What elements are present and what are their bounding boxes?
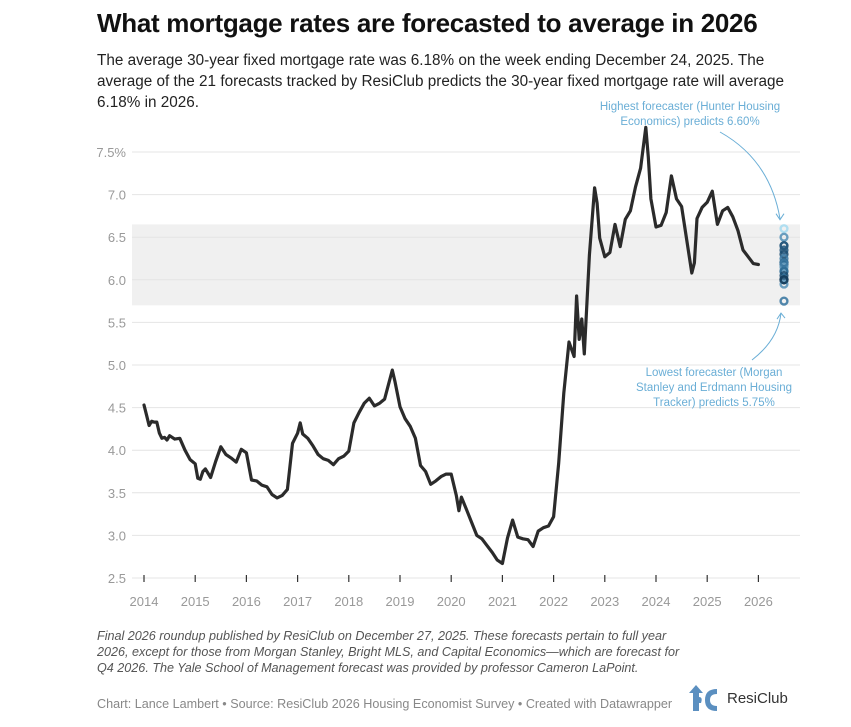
forecast-point[interactable] [779, 296, 789, 306]
resiclub-logo[interactable]: ResiClub [687, 683, 788, 713]
y-tick-label: 7.5% [96, 145, 126, 160]
annotation-highest-arrowhead [775, 213, 785, 221]
forecast-point[interactable] [779, 241, 789, 251]
annotation-lowest-arrow [751, 313, 782, 361]
rate-line [142, 125, 760, 566]
x-tick-label: 2020 [437, 594, 466, 609]
x-tick-label: 2014 [130, 594, 159, 609]
y-tick-label: 3.0 [108, 528, 126, 543]
resiclub-logo-icon [689, 685, 717, 711]
y-tick-label: 2.5 [108, 571, 126, 586]
forecast-point[interactable] [779, 270, 789, 281]
annotation-highest-arrow [719, 131, 781, 219]
y-tick-label: 3.5 [108, 486, 126, 501]
x-tick-label: 2021 [488, 594, 517, 609]
forecast-point[interactable] [779, 232, 789, 242]
y-tick-label: 5.0 [108, 358, 126, 373]
x-tick-label: 2024 [642, 594, 671, 609]
x-tick-label: 2018 [334, 594, 363, 609]
annotation-highest-text: Economics) predicts 6.60% [620, 116, 759, 128]
annotation-lowest-text: Lowest forecaster (Morgan [646, 367, 783, 379]
x-tick-label: 2022 [539, 594, 568, 609]
logo-text: ResiClub [727, 689, 788, 707]
chart-notes: Final 2026 roundup published by ResiClub… [97, 629, 680, 675]
y-tick-label: 6.0 [108, 273, 126, 288]
annotation-highest-text: Highest forecaster (Hunter Housing [600, 101, 780, 113]
forecast-point[interactable] [779, 275, 789, 285]
y-tick-label: 6.5 [108, 230, 126, 245]
y-tick-label: 5.5 [108, 315, 126, 330]
forecast-point[interactable] [779, 245, 789, 255]
forecast-range-band [132, 224, 800, 306]
forecast-point[interactable] [779, 266, 789, 276]
x-tick-label: 2023 [590, 594, 619, 609]
x-tick-label: 2026 [744, 594, 773, 609]
annotation-lowest-text: Tracker) predicts 5.75% [653, 397, 775, 409]
x-tick-label: 2025 [693, 594, 722, 609]
x-tick-label: 2019 [386, 594, 415, 609]
x-tick-label: 2016 [232, 594, 261, 609]
forecast-point[interactable] [779, 279, 789, 289]
annotation-lowest-text: Stanley and Erdmann Housing [636, 382, 792, 394]
forecast-point[interactable] [779, 249, 789, 259]
x-tick-label: 2017 [283, 594, 312, 609]
y-tick-label: 4.0 [108, 443, 126, 458]
forecast-point[interactable] [779, 262, 789, 272]
x-tick-label: 2015 [181, 594, 210, 609]
y-tick-label: 4.5 [108, 401, 126, 416]
chart-subtitle: The average 30-year fixed mortgage rate … [97, 52, 785, 111]
annotation-lowest-arrowhead [776, 312, 786, 320]
y-tick-label: 7.0 [108, 188, 126, 203]
chart-title: What mortgage rates are forecasted to av… [97, 8, 758, 38]
chart-credit: Chart: Lance Lambert • Source: ResiClub … [97, 697, 673, 711]
forecast-point[interactable] [779, 258, 789, 268]
forecast-point[interactable] [779, 224, 789, 234]
